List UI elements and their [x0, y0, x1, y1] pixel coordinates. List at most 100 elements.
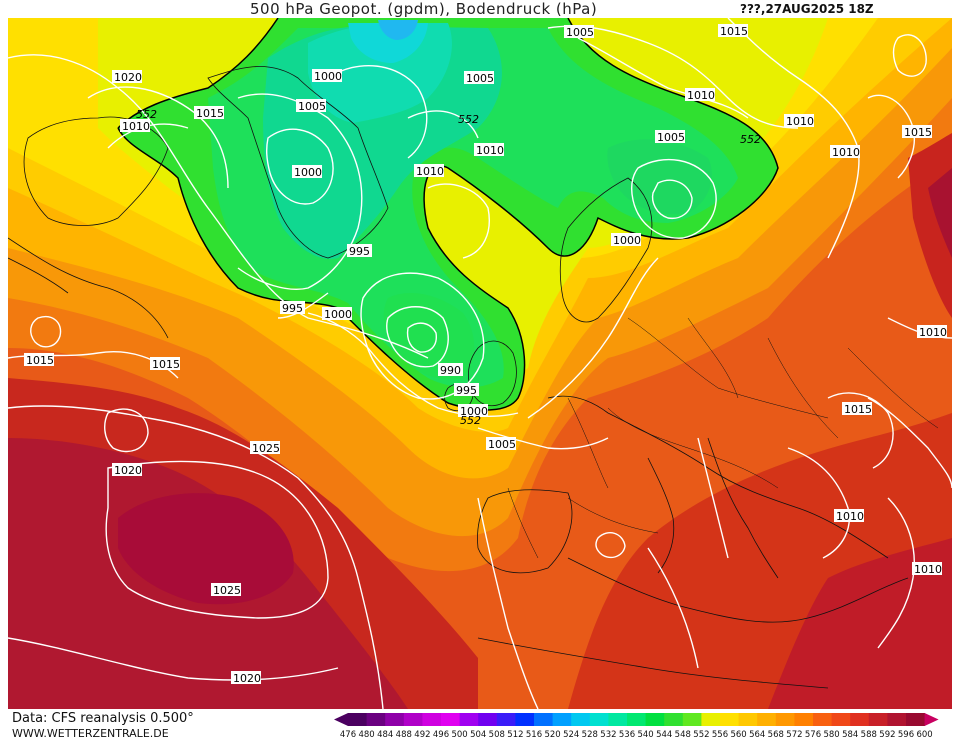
label-1000-b: 1000	[294, 166, 322, 179]
legend-tick-label: 544	[656, 730, 672, 740]
label-1000-a: 1000	[314, 70, 342, 83]
legend-swatch	[385, 713, 405, 726]
label-1015-far-e: 1015	[844, 403, 872, 416]
legend-tick-label: 528	[582, 730, 598, 740]
legend-swatch	[794, 713, 814, 726]
legend-tick-label: 496	[433, 730, 449, 740]
legend-tick-label: 500	[451, 730, 467, 740]
legend-swatch	[738, 713, 758, 726]
label-1015-nw: 1015	[196, 107, 224, 120]
isobars	[8, 18, 952, 709]
label-1010-nw: 1010	[122, 120, 150, 133]
label-1010-e: 1010	[786, 115, 814, 128]
label-1015-ne: 1015	[720, 25, 748, 38]
label-1020-sw: 1020	[114, 464, 142, 477]
legend-swatch	[403, 713, 423, 726]
map-header: 500 hPa Geopot. (gpdm), Bodendruck (hPa)…	[0, 0, 959, 18]
legend-tick-label: 516	[526, 730, 542, 740]
field-596	[118, 493, 294, 605]
legend-swatch	[534, 713, 554, 726]
label-1020-nw: 1020	[114, 71, 142, 84]
legend-tick-label: 552	[693, 730, 709, 740]
label-1015-w2: 1015	[152, 358, 180, 371]
label-1025-a: 1025	[252, 442, 280, 455]
legend-swatch	[608, 713, 628, 726]
contour-552	[117, 18, 779, 411]
label-1010-b: 1010	[416, 165, 444, 178]
run-timestamp: ???,27AUG2025 18Z	[740, 2, 874, 16]
label-1005-c: 1005	[466, 72, 494, 85]
data-source-label: Data: CFS reanalysis 0.500°	[12, 711, 194, 726]
legend-swatch	[552, 713, 572, 726]
legend-tick-label: 572	[786, 730, 802, 740]
legend-swatch	[645, 713, 665, 726]
legend-tick-label: 508	[489, 730, 505, 740]
field-588-se	[768, 538, 952, 709]
isobar-labels: 1020 1015 1010 552 1005 1000 1005 1000 1…	[24, 24, 947, 685]
legend-tick-label: 520	[544, 730, 560, 740]
legend-swatch	[348, 713, 368, 726]
label-552-s: 552	[460, 414, 481, 427]
label-1005-b: 1005	[566, 26, 594, 39]
legend-tick-label: 556	[712, 730, 728, 740]
legend-swatch	[441, 713, 461, 726]
label-1015-d: 1010	[832, 146, 860, 159]
legend-tick-label: 492	[414, 730, 430, 740]
legend-arrow-right	[924, 713, 939, 726]
label-1010-far-e: 1010	[919, 326, 947, 339]
legend-swatch	[515, 713, 535, 726]
legend-swatch	[868, 713, 888, 726]
label-1015-w: 1015	[26, 354, 54, 367]
legend-tick-label: 588	[861, 730, 877, 740]
legend-swatch	[775, 713, 795, 726]
field-548-scand	[607, 139, 712, 215]
label-1010-ne: 1010	[687, 89, 715, 102]
field-532	[378, 20, 418, 40]
label-995-c: 995	[456, 384, 477, 397]
legend-swatch	[664, 713, 684, 726]
legend-swatch	[887, 713, 907, 726]
legend-tick-label: 560	[730, 730, 746, 740]
legend-tick-label: 536	[619, 730, 635, 740]
legend-tick-label: 540	[637, 730, 653, 740]
legend-tick-label: 564	[749, 730, 765, 740]
legend-tick-label: 548	[675, 730, 691, 740]
legend-swatch	[366, 713, 386, 726]
label-995-a: 995	[349, 245, 370, 258]
label-1010-d: 1000	[613, 234, 641, 247]
legend-swatch	[831, 713, 851, 726]
label-1005-f: 1005	[488, 438, 516, 451]
legend-tick-label: 504	[470, 730, 486, 740]
label-1000-d: 1000	[324, 308, 352, 321]
legend-swatch	[906, 713, 926, 726]
legend-swatch	[422, 713, 442, 726]
legend-swatch	[478, 713, 498, 726]
label-995-b: 995	[282, 302, 303, 315]
legend-tick-label: 580	[823, 730, 839, 740]
legend-tick-label: 512	[507, 730, 523, 740]
label-1005-e: 1005	[657, 131, 685, 144]
legend-tick-label: 480	[358, 730, 374, 740]
legend-arrow-left	[334, 713, 348, 726]
coastlines	[8, 66, 909, 689]
weather-map: 1020 1015 1010 552 1005 1000 1005 1000 1…	[8, 18, 952, 709]
legend-swatch	[813, 713, 833, 726]
legend-tick-label: 576	[805, 730, 821, 740]
legend-swatch	[496, 713, 516, 726]
legend-tick-label: 592	[879, 730, 895, 740]
label-1020-s: 1020	[233, 672, 261, 685]
legend-tick-label: 568	[768, 730, 784, 740]
legend-tick-label: 488	[396, 730, 412, 740]
legend-swatch	[682, 713, 702, 726]
country-borders	[507, 317, 939, 559]
legend-swatch	[701, 713, 721, 726]
legend-swatch	[720, 713, 740, 726]
label-1010-c: 1010	[476, 144, 504, 157]
label-1015-e: 1015	[904, 126, 932, 139]
field-544-uk	[383, 293, 475, 380]
legend-swatch	[627, 713, 647, 726]
label-1000-e: 1000	[460, 405, 488, 418]
legend-tick-label: 584	[842, 730, 858, 740]
color-legend: 476 480 484 488 492 496 500 504 508 512 516 520 524 5…	[334, 713, 956, 741]
legend-tick-label: 600	[916, 730, 932, 740]
